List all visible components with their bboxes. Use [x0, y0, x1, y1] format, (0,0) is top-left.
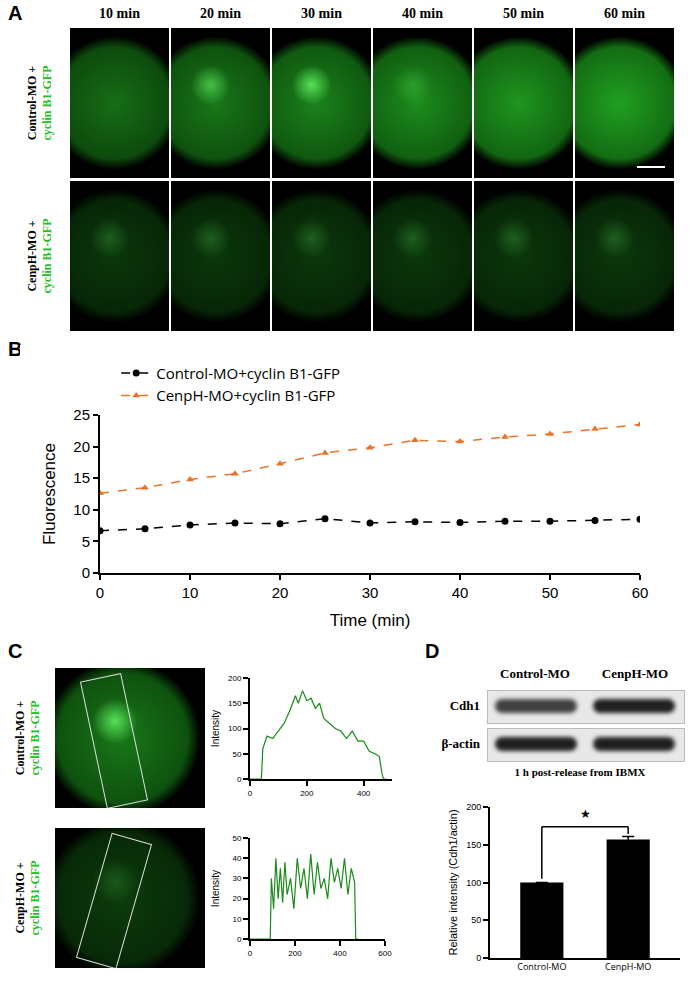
html-text:cyclin B1-GFP: cyclin B1-GFP [39, 65, 53, 141]
svg-text:200: 200 [300, 789, 314, 798]
svg-text:0: 0 [82, 564, 90, 581]
svg-text:200: 200 [288, 949, 302, 958]
svg-text:150: 150 [466, 840, 481, 850]
html-text:1 h post-release from IBMX: 1 h post-release from IBMX [514, 766, 646, 778]
html-text:β-actin: β-actin [441, 736, 480, 751]
html-text:50 min: 50 min [503, 6, 544, 21]
html-text:CenpH-MO +: CenpH-MO + [24, 220, 38, 292]
html-text:60 min: 60 min [604, 6, 645, 21]
svg-text:200: 200 [466, 802, 481, 812]
html-text:Control-MO: Control-MO [500, 666, 570, 681]
svg-text:Fluorescence: Fluorescence [40, 443, 59, 545]
svg-text:40: 40 [452, 584, 469, 601]
svg-text:0: 0 [237, 935, 242, 944]
html-text:C: C [8, 640, 23, 662]
svg-text:20: 20 [272, 584, 289, 601]
svg-text:50: 50 [232, 750, 241, 759]
html-text:A: A [8, 2, 23, 24]
html-text:20 min: 20 min [200, 6, 241, 21]
html-text:D: D [425, 640, 440, 662]
html-text:cyclin B1-GFP: cyclin B1-GFP [27, 860, 41, 936]
svg-text:15: 15 [73, 469, 90, 486]
svg-text:30: 30 [232, 874, 241, 883]
svg-text:400: 400 [357, 789, 371, 798]
html-text:40 min: 40 min [402, 6, 443, 21]
svg-text:600: 600 [378, 949, 392, 958]
svg-text:Intensity: Intensity [210, 710, 221, 747]
svg-text:40: 40 [232, 854, 241, 863]
svg-text:10: 10 [232, 915, 241, 924]
svg-text:★: ★ [580, 805, 591, 822]
svg-text:50: 50 [542, 584, 559, 601]
svg-text:10: 10 [73, 501, 90, 518]
html-text:cyclin B1-GFP: cyclin B1-GFP [27, 700, 41, 776]
svg-text:Control-MO: Control-MO [517, 960, 566, 973]
svg-text:10: 10 [182, 584, 199, 601]
svg-text:100: 100 [466, 878, 481, 888]
svg-text:100: 100 [228, 724, 242, 733]
svg-text:5: 5 [82, 533, 90, 550]
svg-text:400: 400 [333, 949, 347, 958]
svg-text:0: 0 [248, 949, 253, 958]
svg-text:20: 20 [232, 894, 241, 903]
html-text:CenpH-MO: CenpH-MO [601, 666, 669, 681]
svg-text:0: 0 [96, 584, 104, 601]
svg-text:20: 20 [73, 438, 90, 455]
html-text:B: B [8, 338, 23, 360]
html-text:30 min: 30 min [301, 6, 342, 21]
svg-text:50: 50 [471, 915, 481, 925]
html-text:10 min: 10 min [99, 6, 140, 21]
svg-text:Control-MO+cyclin B1-GFP: Control-MO+cyclin B1-GFP [156, 363, 340, 383]
svg-text:150: 150 [228, 699, 242, 708]
svg-text:Relative intensity (Cdh1/actin: Relative intensity (Cdh1/actin) [447, 809, 459, 955]
html-text:cyclin B1-GFP: cyclin B1-GFP [39, 218, 53, 294]
svg-text:50: 50 [232, 834, 241, 843]
svg-text:60: 60 [632, 584, 649, 601]
svg-text:30: 30 [362, 584, 379, 601]
html-text:Control-MO +: Control-MO + [12, 700, 26, 776]
svg-text:Intensity: Intensity [210, 870, 221, 907]
svg-text:200: 200 [228, 674, 242, 683]
html-text:Cdh1: Cdh1 [449, 698, 480, 713]
html-text:Control-MO +: Control-MO + [24, 65, 38, 141]
svg-text:0: 0 [248, 789, 253, 798]
svg-text:25: 25 [73, 406, 90, 423]
svg-text:CenpH-MO+cyclin B1-GFP: CenpH-MO+cyclin B1-GFP [156, 385, 335, 405]
svg-text:CenpH-MO: CenpH-MO [605, 960, 651, 973]
svg-text:Time (min): Time (min) [330, 611, 411, 630]
html-text:CenpH-MO +: CenpH-MO + [12, 862, 26, 934]
svg-text:0: 0 [476, 953, 481, 963]
svg-text:0: 0 [237, 775, 242, 784]
